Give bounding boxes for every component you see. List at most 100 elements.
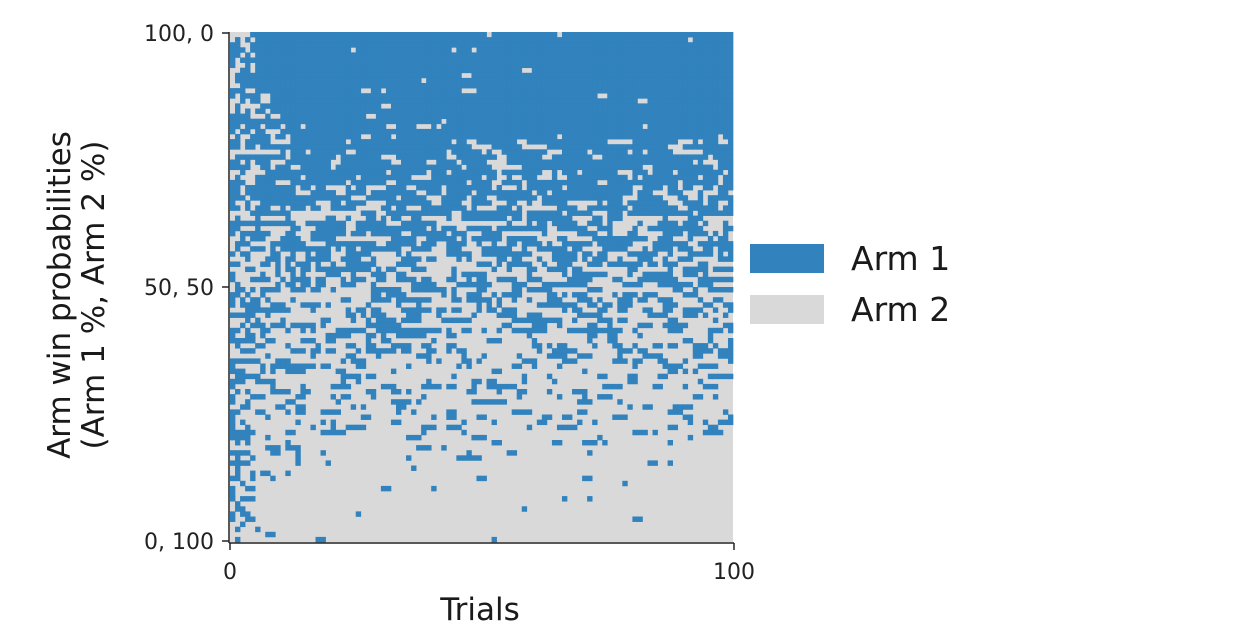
heatmap-cell-arm-1 <box>436 47 442 53</box>
heatmap-cell-arm-1 <box>592 98 598 104</box>
heatmap-cell-arm-1 <box>411 154 417 160</box>
heatmap-cell-arm-1 <box>642 88 648 94</box>
heatmap-cell-arm-1 <box>315 281 321 288</box>
heatmap-cell-arm-1 <box>657 32 663 38</box>
heatmap-cell-arm-1 <box>541 281 548 288</box>
heatmap-cell-arm-1 <box>592 103 598 109</box>
heatmap-cell-arm-1 <box>582 108 588 114</box>
heatmap-cell-arm-1 <box>340 281 347 288</box>
heatmap-cell-arm-1 <box>662 236 668 242</box>
heatmap-cell-arm-1 <box>300 200 306 206</box>
heatmap-cell-arm-1 <box>687 307 694 313</box>
heatmap-cell-arm-1 <box>481 164 487 171</box>
heatmap-cell-arm-1 <box>627 72 633 79</box>
heatmap-cell-arm-1 <box>592 42 598 48</box>
heatmap-cell-arm-1 <box>275 200 281 206</box>
heatmap-cell-arm-1 <box>245 118 251 125</box>
heatmap-cell-arm-1 <box>255 88 261 94</box>
heatmap-cell-arm-1 <box>592 322 598 329</box>
heatmap-cell-arm-1 <box>722 113 729 120</box>
heatmap-cell-arm-1 <box>697 77 704 84</box>
heatmap-cell-arm-1 <box>280 322 286 329</box>
heatmap-cell-arm-1 <box>471 200 477 206</box>
heatmap-cell-arm-1 <box>240 434 246 441</box>
heatmap-cell-arm-1 <box>577 179 583 186</box>
heatmap-cell-arm-1 <box>496 42 502 48</box>
heatmap-cell-arm-1 <box>622 32 628 38</box>
heatmap-cell-arm-1 <box>360 200 367 206</box>
heatmap-cell-arm-1 <box>577 32 583 38</box>
heatmap-cell-arm-1 <box>300 98 306 104</box>
heatmap-cell-arm-1 <box>587 47 593 53</box>
heatmap-cell-arm-1 <box>597 98 603 104</box>
heatmap-cell-arm-1 <box>370 394 377 400</box>
heatmap-cell-arm-1 <box>612 52 618 58</box>
heatmap-cell-arm-1 <box>426 246 432 252</box>
heatmap-cell-arm-1 <box>607 236 613 242</box>
heatmap-cell-arm-1 <box>431 281 437 288</box>
heatmap-cell-arm-1 <box>667 409 673 415</box>
heatmap-cell-arm-1 <box>245 373 251 380</box>
heatmap-cell-arm-1 <box>511 312 518 318</box>
heatmap-cell-arm-1 <box>501 190 507 196</box>
heatmap-cell-arm-1 <box>325 317 331 324</box>
heatmap-cell-arm-1 <box>245 93 251 99</box>
heatmap-cell-arm-1 <box>592 52 598 58</box>
heatmap-cell-arm-1 <box>245 404 251 410</box>
heatmap-cell-arm-1 <box>692 307 699 313</box>
heatmap-cell-arm-1 <box>355 149 362 155</box>
heatmap-cell-arm-1 <box>350 230 357 237</box>
heatmap-cell-arm-1 <box>370 159 377 165</box>
heatmap-cell-arm-1 <box>360 139 367 145</box>
heatmap-cell-arm-1 <box>702 343 709 349</box>
heatmap-cell-arm-1 <box>360 414 367 420</box>
heatmap-cell-arm-1 <box>426 83 432 89</box>
heatmap-cell-arm-1 <box>647 149 653 155</box>
heatmap-cell-arm-1 <box>501 118 507 125</box>
heatmap-cell-arm-1 <box>511 139 518 145</box>
heatmap-cell-arm-1 <box>687 32 694 38</box>
heatmap-cell-arm-1 <box>456 108 462 114</box>
heatmap-cell-arm-1 <box>541 67 548 74</box>
heatmap-cell-arm-1 <box>561 37 568 43</box>
heatmap-cell-arm-1 <box>461 159 467 165</box>
heatmap-cell-arm-1 <box>657 128 663 135</box>
heatmap-cell-arm-1 <box>305 154 311 160</box>
heatmap-cell-arm-1 <box>390 419 397 426</box>
heatmap-cell-arm-1 <box>717 154 724 160</box>
heatmap-cell-arm-1 <box>556 62 563 69</box>
heatmap-cell-arm-1 <box>476 276 482 283</box>
heatmap-cell-arm-1 <box>597 327 603 334</box>
heatmap-cell-arm-1 <box>230 88 236 94</box>
heatmap-cell-arm-1 <box>436 88 442 94</box>
heatmap-cell-arm-1 <box>612 292 618 298</box>
heatmap-cell-arm-1 <box>300 113 306 120</box>
heatmap-cell-arm-1 <box>617 179 623 186</box>
heatmap-cell-arm-1 <box>486 169 492 176</box>
heatmap-cell-arm-1 <box>516 281 523 288</box>
heatmap-cell-arm-1 <box>260 205 266 211</box>
heatmap-cell-arm-1 <box>421 327 427 334</box>
heatmap-cell-arm-1 <box>597 169 603 176</box>
heatmap-cell-arm-1 <box>577 67 583 74</box>
heatmap-cell-arm-1 <box>687 292 694 298</box>
heatmap-cell-arm-1 <box>561 134 568 140</box>
heatmap-cell-arm-1 <box>647 98 653 104</box>
heatmap-cell-arm-1 <box>416 256 422 262</box>
heatmap-cell-arm-1 <box>657 246 663 252</box>
heatmap-cell-arm-1 <box>280 108 286 114</box>
heatmap-cell-arm-1 <box>370 154 377 160</box>
heatmap-cell-arm-1 <box>702 67 709 74</box>
heatmap-cell-arm-1 <box>541 327 548 334</box>
heatmap-cell-arm-1 <box>350 154 357 160</box>
heatmap-cell-arm-1 <box>657 149 663 155</box>
heatmap-cell-arm-1 <box>536 103 543 109</box>
heatmap-cell-arm-1 <box>622 297 628 303</box>
heatmap-cell-arm-1 <box>637 179 643 186</box>
heatmap-cell-arm-1 <box>572 169 578 176</box>
heatmap-cell-arm-1 <box>687 205 694 211</box>
heatmap-cell-arm-1 <box>712 134 719 140</box>
heatmap-cell-arm-1 <box>561 261 568 267</box>
heatmap-cell-arm-1 <box>612 149 618 155</box>
heatmap-cell-arm-1 <box>456 205 462 211</box>
